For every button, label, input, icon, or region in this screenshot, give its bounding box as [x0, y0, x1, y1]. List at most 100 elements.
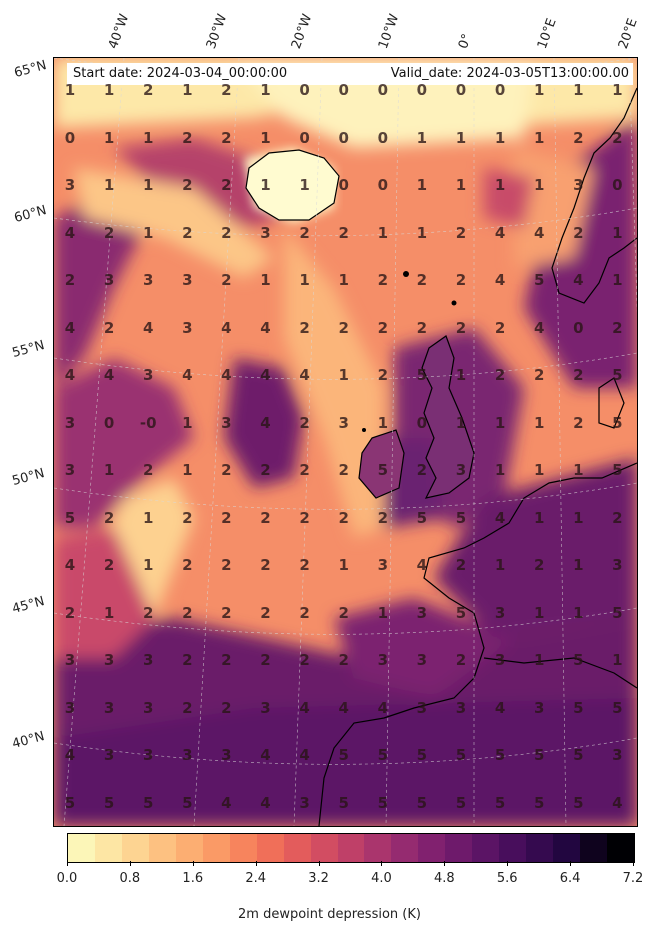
grid-value: 2 — [221, 128, 232, 147]
grid-value: 4 — [377, 698, 389, 717]
grid-value: 0 — [494, 81, 506, 99]
colorbar-segment — [283, 834, 311, 862]
grid-value: 2 — [103, 223, 115, 242]
grid-value: 1 — [338, 271, 349, 289]
grid-value: 4 — [260, 413, 271, 432]
grid-value: 5 — [377, 461, 389, 479]
grid-value: 2 — [182, 698, 193, 717]
colorbar-segment — [148, 834, 176, 862]
grid-value: 5 — [416, 793, 428, 812]
grid-value: 5 — [416, 366, 428, 384]
grid-value: 4 — [494, 271, 506, 289]
grid-value: 5 — [455, 508, 467, 527]
colorbar-tick — [381, 861, 383, 866]
map-frame — [53, 57, 638, 827]
colorbar-segment — [526, 834, 554, 862]
grid-value: 2 — [221, 603, 232, 622]
date-info-box: Start date: 2024-03-04_00:00:00 Valid_da… — [67, 63, 633, 85]
colorbar-tick-label: 5.6 — [496, 871, 518, 886]
lat-label: 65°N — [12, 58, 49, 81]
grid-value: 4 — [299, 366, 310, 384]
grid-value: 2 — [221, 556, 232, 574]
colorbar-segment — [364, 834, 392, 862]
grid-value: 3 — [142, 746, 154, 764]
grid-value: 2 — [182, 556, 193, 574]
grid-value: 1 — [260, 128, 271, 147]
grid-value: 3 — [103, 651, 115, 669]
grid-value: 2 — [221, 223, 232, 242]
grid-value: 2 — [221, 698, 232, 717]
grid-value: 5 — [612, 461, 623, 479]
grid-value: 2 — [299, 223, 310, 242]
grid-value: 3 — [64, 176, 76, 194]
lon-label: 10°E — [534, 16, 560, 51]
grid-value: 5 — [338, 746, 349, 764]
grid-value: 1 — [260, 271, 271, 289]
colorbar-tick-label: 2.4 — [245, 871, 266, 886]
grid-value: 2 — [573, 413, 584, 432]
grid-value: 1 — [103, 603, 115, 622]
grid-value: 3 — [494, 603, 506, 622]
grid-value: 5 — [533, 746, 545, 764]
colorbar-tick-label: 7.2 — [622, 871, 644, 886]
grid-value: 5 — [494, 793, 506, 812]
grid-value: 1 — [142, 176, 154, 194]
colorbar-tick-label: 1.6 — [182, 871, 204, 886]
grid-value: 1 — [260, 176, 271, 194]
grid-value: 4 — [338, 698, 349, 717]
grid-value: 2 — [299, 318, 310, 337]
grid-value: 1 — [299, 271, 310, 289]
lat-label: 60°N — [12, 203, 49, 226]
grid-value: 5 — [182, 793, 193, 812]
colorbar-segment — [580, 834, 608, 862]
grid-value: 1 — [103, 176, 115, 194]
grid-value: 1 — [494, 461, 506, 479]
grid-value: 1 — [533, 461, 545, 479]
grid-value: 2 — [260, 603, 271, 622]
grid-value: 3 — [260, 223, 271, 242]
grid-value: 2 — [182, 128, 193, 147]
grid-value: 2 — [221, 651, 232, 669]
grid-value: 0 — [338, 176, 349, 194]
grid-value: 3 — [64, 461, 76, 479]
colorbar-segment — [445, 834, 473, 862]
grid-value: 1 — [494, 176, 506, 194]
grid-value: 5 — [612, 366, 623, 384]
grid-value: 2 — [299, 651, 310, 669]
lon-label: 40°W — [105, 12, 133, 51]
grid-value: 2 — [416, 318, 428, 337]
grid-value: 3 — [455, 461, 467, 479]
colorbar-tick — [633, 861, 634, 866]
grid-value: 2 — [338, 508, 349, 527]
grid-value: 1 — [338, 556, 349, 574]
grid-value: 1 — [573, 81, 584, 99]
grid-value: 1 — [533, 603, 545, 622]
grid-value: 4 — [260, 746, 271, 764]
colorbar-tick — [444, 861, 446, 866]
grid-value: 2 — [377, 271, 389, 289]
grid-value: 2 — [299, 603, 310, 622]
grid-value: 5 — [142, 793, 154, 812]
grid-value: 4 — [260, 318, 271, 337]
grid-value: 3 — [612, 746, 623, 764]
grid-value: 1 — [494, 128, 506, 147]
grid-value: 4 — [64, 318, 76, 337]
grid-value: 0 — [103, 413, 115, 432]
grid-value: 1 — [533, 508, 545, 527]
lon-label: 20°W — [288, 12, 316, 51]
grid-value: 1 — [103, 81, 115, 99]
grid-value: 4 — [533, 223, 545, 242]
grid-value: 4 — [103, 366, 115, 384]
grid-value: 5 — [612, 413, 623, 432]
grid-value: 3 — [455, 698, 467, 717]
grid-value: 4 — [64, 223, 76, 242]
grid-value: 5 — [612, 603, 623, 622]
grid-value: 1 — [533, 651, 545, 669]
grid-value: 5 — [533, 793, 545, 812]
grid-value: 2 — [142, 461, 154, 479]
grid-value: 2 — [64, 271, 76, 289]
lon-label: 30°W — [203, 12, 231, 51]
colorbar-tick-label: 0.8 — [119, 871, 141, 886]
grid-value: 1 — [573, 556, 584, 574]
colorbar-segment — [472, 834, 500, 862]
